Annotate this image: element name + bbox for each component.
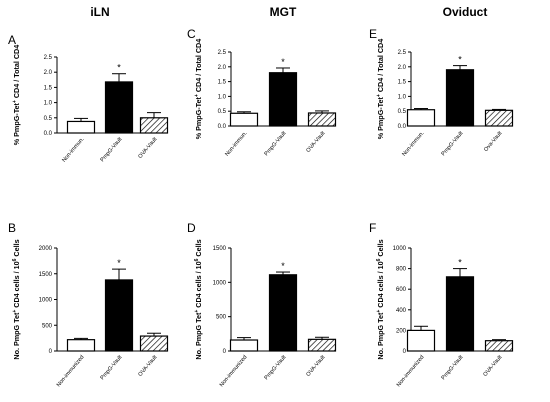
panel-letter: D	[187, 221, 196, 235]
panel-letter: B	[8, 221, 16, 235]
y-axis-label: No. PmpG Tet+ CD4 cells / 106 Cells	[376, 239, 385, 359]
significance-star: *	[458, 258, 462, 268]
panels: A% PmpG-Tet+ CD4 / Total CD40.00.51.01.5…	[8, 27, 514, 388]
category-label: OVA-Vault	[137, 354, 158, 378]
y-axis-label: % PmpG-Tet+ CD4 / Total CD4	[376, 39, 385, 140]
bar-2	[139, 335, 169, 352]
y-tick-label: 0.5	[398, 109, 407, 115]
category-label: PmpG-Vault	[441, 354, 465, 381]
y-tick-label: 1500	[213, 246, 227, 252]
panel-letter: E	[369, 27, 377, 41]
bar-1	[104, 81, 134, 134]
panel-f: FNo. PmpG Tet+ CD4 cells / 106 Cells 0 200…	[369, 221, 514, 388]
bar-0	[406, 329, 436, 352]
bar-0	[229, 339, 259, 352]
y-tick-label: 2.0	[218, 65, 227, 71]
y-tick-label: 1.0	[218, 94, 227, 100]
y-tick-label: 500	[42, 323, 53, 329]
category-label: Non-immunized	[56, 354, 86, 388]
bar-2	[484, 109, 514, 127]
y-tick-label: 1000	[213, 280, 227, 286]
column-title-oviduct: Oviduct	[443, 5, 488, 19]
y-tick-label: 0.0	[398, 124, 407, 130]
bar-2	[307, 338, 337, 352]
category-label: Non-immunized	[219, 354, 249, 388]
bar-0	[229, 112, 259, 127]
category-label: OVA-Vault	[305, 354, 326, 378]
y-axis-label: No. PmpG Tet+ CD4 cells / 106 Cells	[12, 239, 21, 359]
bar-1	[445, 276, 475, 352]
y-axis-label: % PmpG-Tet+ CD4 / Total CD4	[194, 39, 203, 140]
column-title-iln: iLN	[90, 5, 109, 19]
panel-a: A% PmpG-Tet+ CD4 / Total CD4 0.0 0.5 1.0 1.5…	[8, 33, 169, 164]
panel-d: D No. PmpG Tet+ CD4 cells / 106 Cells 0 500…	[187, 221, 337, 388]
category-label: OVA-Vault	[137, 136, 158, 160]
significance-star: *	[281, 57, 285, 67]
category-label: OVA-Vault	[305, 130, 326, 154]
category-label: Non-immun.	[401, 130, 425, 158]
bar-1	[104, 279, 134, 352]
y-tick-label: 2.5	[218, 50, 227, 56]
y-tick-label: 0	[49, 349, 53, 355]
y-tick-label: 1.5	[218, 80, 227, 86]
category-label: Non-immun.	[224, 130, 248, 158]
panel-letter: F	[369, 221, 376, 235]
bar-1	[268, 72, 298, 127]
bar-0	[66, 339, 96, 352]
y-tick-label: 400	[396, 308, 407, 314]
category-label: PmpG-Vault	[264, 354, 288, 381]
significance-star: *	[117, 63, 121, 73]
y-tick-label: 200	[396, 328, 407, 334]
y-axis-label: No. PmpG Tet+ CD4 cells / 106 Cells	[194, 239, 203, 359]
y-tick-label: 0	[403, 349, 407, 355]
category-label: PmpG-Vault	[100, 354, 124, 381]
panel-b: B No. PmpG Tet+ CD4 cells / 106 Cells 0 500…	[8, 221, 169, 388]
y-tick-label: 2.0	[398, 65, 407, 71]
y-tick-label: 2.5	[398, 50, 407, 56]
category-label: OVA-Vault	[482, 354, 503, 378]
category-label: PmpG-Vault	[264, 130, 288, 157]
y-tick-label: 1.5	[44, 85, 53, 91]
y-tick-label: 0.0	[218, 124, 227, 130]
panel-e: E% PmpG-Tet+ CD4 / Total CD4 0.0 0.5 1.0 1.5…	[369, 27, 514, 158]
bar-1	[268, 274, 298, 352]
bar-2	[307, 112, 337, 127]
category-label: Ova-Vault	[483, 130, 504, 153]
category-label: Non-immunized	[396, 354, 426, 388]
bar-2	[139, 117, 169, 134]
y-tick-label: 1.5	[398, 80, 407, 86]
significance-star: *	[458, 55, 462, 65]
panel-letter: C	[187, 27, 196, 41]
significance-star: *	[117, 258, 121, 268]
y-tick-label: 1.0	[44, 101, 53, 107]
y-tick-label: 800	[396, 267, 407, 273]
bar-0	[66, 120, 96, 134]
y-axis-label: % PmpG-Tet+ CD4 / Total CD4	[12, 45, 21, 146]
y-tick-label: 2.0	[44, 70, 53, 76]
y-tick-label: 0.5	[44, 116, 53, 122]
y-tick-label: 1000	[39, 298, 53, 304]
y-tick-label: 500	[216, 315, 227, 321]
category-label: PmpG-Vault	[100, 136, 124, 163]
y-tick-label: 2000	[39, 246, 53, 252]
y-tick-label: 0	[223, 349, 227, 355]
bar-2	[484, 340, 514, 352]
y-tick-label: 2.5	[44, 55, 53, 61]
y-tick-label: 0.0	[44, 131, 53, 137]
y-tick-label: 1000	[393, 246, 407, 252]
column-title-mgt: MGT	[270, 5, 297, 19]
category-label: Non-immun.	[61, 136, 85, 164]
panel-c: C% PmpG-Tet+ CD4 / Total CD4 0.0 0.5 1.0 1.5…	[187, 27, 337, 158]
y-tick-label: 600	[396, 287, 407, 293]
significance-star: *	[281, 261, 285, 271]
panel-letter: A	[8, 33, 16, 47]
bar-1	[445, 69, 475, 127]
y-tick-label: 1.0	[398, 94, 407, 100]
y-tick-label: 1500	[39, 272, 53, 278]
category-label: PmpG-Vault	[441, 130, 465, 157]
bar-0	[406, 109, 436, 127]
y-tick-label: 0.5	[218, 109, 227, 115]
